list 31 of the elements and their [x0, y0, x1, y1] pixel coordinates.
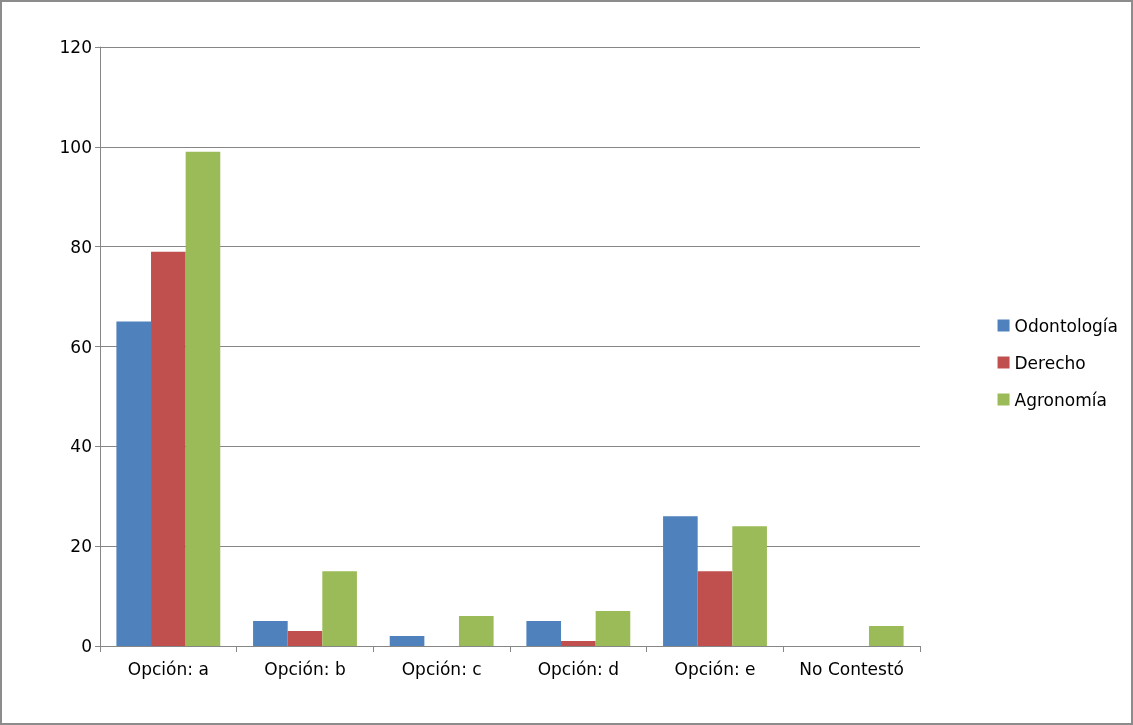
- legend-label: Odontología: [1014, 315, 1119, 336]
- bar: [151, 251, 186, 646]
- bar: [389, 636, 425, 646]
- legend-label: Agronomía: [1014, 389, 1107, 410]
- legend-label: Derecho: [1014, 352, 1086, 373]
- x-tick-label: Opción: c: [401, 658, 482, 679]
- y-tick-label: 120: [59, 37, 92, 57]
- bar: [185, 151, 221, 646]
- bar: [732, 526, 767, 646]
- x-tick-label: Opción: d: [537, 658, 620, 679]
- y-tick-label: 100: [59, 136, 92, 157]
- y-tick-label: 0: [81, 636, 92, 656]
- x-tick-label: No Contestó: [799, 658, 904, 679]
- bar: [322, 571, 357, 646]
- bar: [116, 321, 152, 646]
- bar: [561, 641, 596, 646]
- bar: [253, 621, 288, 646]
- y-tick-label: 80: [70, 236, 92, 257]
- x-tick-label: Opción: b: [264, 658, 346, 679]
- x-tick-label: Opción: a: [127, 658, 209, 679]
- y-tick-label: 40: [70, 436, 92, 457]
- bar: [595, 611, 631, 646]
- bar: [287, 631, 323, 646]
- y-tick-label: 20: [70, 536, 92, 557]
- bar: [868, 626, 904, 646]
- bar: [697, 571, 733, 646]
- bar: [458, 616, 494, 646]
- bar: [526, 621, 562, 646]
- y-tick-label: 60: [70, 336, 92, 357]
- bar: [663, 516, 698, 646]
- x-tick-label: Opción: e: [674, 658, 756, 679]
